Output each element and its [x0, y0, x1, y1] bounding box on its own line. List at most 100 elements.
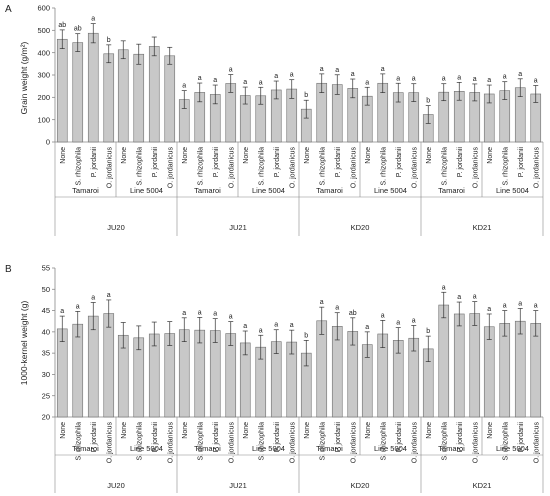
p1-significance-letter: a [365, 324, 369, 331]
p1-significance-letter: b [304, 332, 308, 339]
p0-significance-letter: a [290, 72, 294, 79]
p1-category-label: P. jordanii [396, 422, 403, 453]
p1-category-label: O. jordanicus [350, 422, 357, 464]
p0-significance-letter: a [518, 71, 522, 78]
p0-variety-label: Tamaroi [194, 186, 221, 195]
p0-category-label: P. jordanii [152, 147, 159, 178]
p1-bar [514, 320, 526, 418]
p0-category-label: O. jordanicus [411, 147, 418, 189]
p1-category-label: S. rhizophila [136, 422, 143, 461]
p1-significance-letter: a [487, 306, 491, 313]
p1-y-tick-label: 30 [42, 370, 50, 379]
p1-bar [56, 328, 68, 418]
p1-bar [469, 313, 481, 418]
p1-category-label: O. jordanicus [228, 422, 235, 464]
p1-bar [530, 323, 542, 418]
p0-significance-letter: b [304, 92, 308, 99]
p0-category-label: O. jordanicus [533, 147, 540, 189]
p0-significance-letter: a [503, 74, 507, 81]
p1-category-label: None [60, 422, 67, 439]
p1-significance-letter: a [473, 294, 477, 301]
p1-category-label: P. jordanii [213, 422, 220, 453]
p0-significance-letter: a [213, 77, 217, 84]
p1-bar [438, 304, 450, 418]
p1-site-label: JU20 [107, 481, 125, 490]
p1-significance-letter: a [229, 314, 233, 321]
p0-category-label: None [121, 147, 128, 164]
p1-category-label: P. jordanii [152, 422, 159, 453]
p1-category-label: O. jordanicus [533, 422, 540, 464]
p0-bar [133, 53, 145, 143]
p1-bar [209, 330, 221, 418]
p0-category-label: None [426, 147, 433, 164]
p1-category-label: None [304, 422, 311, 439]
p0-y-tick-label: 600 [37, 4, 50, 13]
p0-variety-label: Tamaroi [438, 186, 465, 195]
p0-significance-letter: a [412, 76, 416, 83]
p1-category-label: S. rhizophila [75, 422, 82, 461]
p0-category-label: S. rhizophila [197, 147, 204, 186]
p1-significance-letter: a [518, 300, 522, 307]
p0-significance-letter: a [381, 66, 385, 73]
p0-category-label: None [60, 147, 67, 164]
p0-variety-label: Line 5004 [130, 186, 163, 195]
p0-category-label: P. jordanii [396, 147, 403, 178]
p0-bar [56, 38, 68, 143]
p0-category-label: S. rhizophila [75, 147, 82, 186]
p1-category-label: S. rhizophila [258, 422, 265, 461]
p0-category-label: P. jordanii [518, 147, 525, 178]
p0-category-label: None [243, 147, 250, 164]
p0-category-label: O. jordanicus [228, 147, 235, 189]
p1-variety-label: Tamaroi [316, 444, 343, 453]
p1-significance-letter: a [534, 303, 538, 310]
p0-category-label: None [365, 147, 372, 164]
p1-site-label: JU21 [229, 481, 247, 490]
p0-bar [72, 42, 84, 143]
p1-significance-letter: a [320, 299, 324, 306]
p0-y-tick-label: 400 [37, 48, 50, 57]
p1-significance-letter: a [198, 309, 202, 316]
p1-y-tick-label: 40 [42, 327, 50, 336]
p1-bar [225, 333, 237, 418]
p0-significance-letter: a [335, 67, 339, 74]
p0-bar [164, 55, 176, 143]
p0-category-label: P. jordanii [335, 147, 342, 178]
p1-category-label: P. jordanii [518, 422, 525, 453]
p0-significance-letter: a [274, 73, 278, 80]
p1-y-tick-label: 45 [42, 306, 50, 315]
p1-significance-letter: a [91, 294, 95, 301]
p0-significance-letter: a [229, 67, 233, 74]
p1-category-label: None [121, 422, 128, 439]
p0-significance-letter: a [182, 83, 186, 90]
p1-y-axis-label: 1000-kernel weight (g) [19, 301, 29, 386]
p1-category-label: O. jordanicus [472, 422, 479, 464]
p0-significance-letter: ab [58, 22, 66, 29]
p0-bar [87, 32, 99, 143]
p1-category-label: O. jordanicus [289, 422, 296, 464]
p1-y-tick-label: 25 [42, 391, 50, 400]
p1-site-label: KD21 [473, 481, 492, 490]
p1-variety-label: Tamaroi [438, 444, 465, 453]
p1-significance-letter: a [290, 322, 294, 329]
p1-category-label: O. jordanicus [411, 422, 418, 464]
p1-category-label: S. rhizophila [441, 422, 448, 461]
p0-category-label: None [487, 147, 494, 164]
p1-significance-letter: a [213, 311, 217, 318]
p0-significance-letter: a [473, 76, 477, 83]
p1-significance-letter: a [182, 310, 186, 317]
p0-variety-label: Line 5004 [374, 186, 407, 195]
p1-category-label: O. jordanicus [167, 422, 174, 464]
p0-category-label: S. rhizophila [319, 147, 326, 186]
p1-category-label: None [182, 422, 189, 439]
p1-category-label: S. rhizophila [197, 422, 204, 461]
p1-y-tick-label: 50 [42, 285, 50, 294]
panel-label-a: A [5, 4, 12, 15]
p1-variety-label: Line 5004 [130, 444, 163, 453]
p1-category-label: S. rhizophila [319, 422, 326, 461]
p0-significance-letter: a [396, 75, 400, 82]
p1-category-label: S. rhizophila [502, 422, 509, 461]
p0-significance-letter: a [365, 79, 369, 86]
panel-label-b: B [5, 264, 12, 275]
p0-site-label: KD20 [351, 223, 370, 232]
p1-bar [148, 333, 160, 418]
